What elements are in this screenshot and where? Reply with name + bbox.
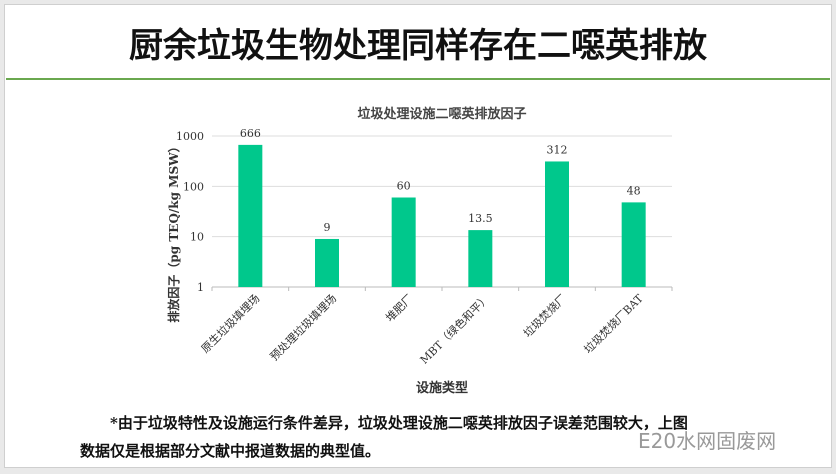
y-tick-label: 1000 xyxy=(176,130,204,143)
data-label: 48 xyxy=(627,184,641,197)
footnote-line-2: 数据仅是根据部分文献中报道数据的典型值。 xyxy=(80,442,381,460)
bar xyxy=(238,144,263,287)
x-axis-title: 设施类型 xyxy=(416,380,468,396)
footnote-line-1: *由于垃圾特性及设施运行条件差异，垃圾处理设施二噁英排放因子误差范围较大，上图 xyxy=(110,414,688,432)
chart-title: 垃圾处理设施二噁英排放因子 xyxy=(357,106,526,122)
x-tick-label: MBT（绿色和平） xyxy=(417,291,492,366)
watermark: E20水网固废网 xyxy=(638,429,777,453)
y-axis-title: 排放因子（pg TEQ/kg MSW） xyxy=(166,140,181,322)
slide-title: 厨余垃圾生物处理同样存在二噁英排放 xyxy=(129,26,707,66)
data-label: 60 xyxy=(397,179,411,192)
slide xyxy=(4,4,832,468)
title-divider xyxy=(6,78,830,80)
x-tick-label: 原生垃圾填埋场 xyxy=(198,291,262,355)
data-label: 13.5 xyxy=(468,212,493,225)
x-tick-label: 预处理垃圾填埋场 xyxy=(267,291,339,363)
data-label: 666 xyxy=(240,127,261,140)
x-tick-label: 堆肥厂 xyxy=(383,292,416,325)
x-tick-label: 垃圾焚烧厂BAT xyxy=(581,291,646,356)
data-label: 9 xyxy=(324,221,331,234)
bar xyxy=(315,238,339,287)
bar xyxy=(621,202,646,287)
bar xyxy=(468,230,493,287)
y-tick-label: 100 xyxy=(183,180,204,193)
bar xyxy=(545,161,569,287)
bar xyxy=(391,197,416,287)
y-tick-label: 10 xyxy=(190,231,204,244)
y-tick-label: 1 xyxy=(197,281,204,294)
x-tick-label: 垃圾焚烧厂 xyxy=(520,291,569,340)
data-label: 312 xyxy=(547,143,568,156)
